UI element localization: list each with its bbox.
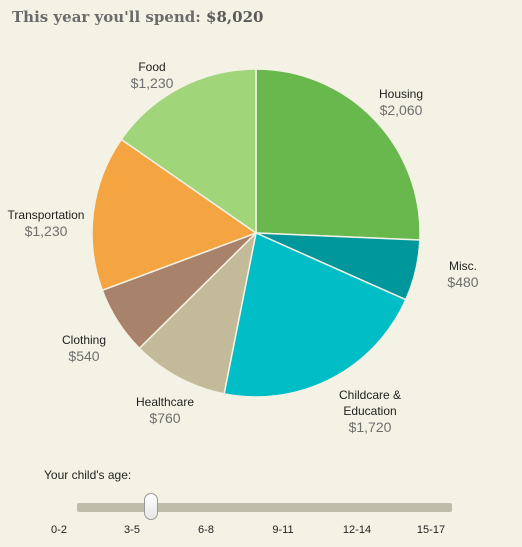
transportation-label: Transportation $1,230 xyxy=(4,207,88,239)
food-name: Food xyxy=(138,60,166,74)
pie-slice-childcare-education xyxy=(223,231,407,398)
clothing-name: Clothing xyxy=(61,333,107,347)
pie-slice-housing xyxy=(255,68,421,241)
age-tick-0-2[interactable]: 0-2 xyxy=(51,524,67,536)
misc-label: Misc. $480 xyxy=(438,258,488,290)
transportation-value: $1,230 xyxy=(24,223,68,239)
pie-slice-healthcare xyxy=(138,230,258,395)
healthcare-name: Healthcare xyxy=(135,395,195,409)
age-tick-9-11[interactable]: 9-11 xyxy=(272,524,294,536)
age-slider-track[interactable] xyxy=(77,503,452,512)
page-title: This year you'll spend: $8,020 xyxy=(12,8,263,26)
title-prefix: This year you'll spend: xyxy=(12,8,201,26)
food-value: $1,230 xyxy=(130,75,174,91)
housing-name: Housing xyxy=(378,87,424,101)
spending-pie-chart xyxy=(91,68,421,398)
housing-label: Housing $2,060 xyxy=(368,86,434,118)
age-tick-3-5[interactable]: 3-5 xyxy=(124,524,140,536)
healthcare-value: $760 xyxy=(149,410,181,426)
age-tick-6-8[interactable]: 6-8 xyxy=(198,524,214,536)
clothing-label: Clothing $540 xyxy=(54,332,114,364)
age-tick-15-17[interactable]: 15-17 xyxy=(416,524,446,536)
transportation-name: Transportation xyxy=(7,208,85,222)
housing-value: $2,060 xyxy=(379,102,423,118)
healthcare-label: Healthcare $760 xyxy=(128,394,202,426)
pie-slice-transportation xyxy=(91,138,258,292)
childcare-value: $1,720 xyxy=(348,419,392,435)
childcare-name-line2: Education xyxy=(343,404,397,418)
misc-name: Misc. xyxy=(449,259,477,273)
age-tick-12-14[interactable]: 12-14 xyxy=(342,524,372,536)
misc-value: $480 xyxy=(447,274,479,290)
title-amount: $8,020 xyxy=(206,8,264,26)
childcare-label: Childcare & Education $1,720 xyxy=(324,387,416,435)
food-label: Food $1,230 xyxy=(124,59,180,91)
age-slider-thumb[interactable] xyxy=(144,493,158,520)
childcare-name-line1: Childcare & xyxy=(338,388,402,402)
clothing-value: $540 xyxy=(68,348,100,364)
age-slider-label: Your child's age: xyxy=(44,468,132,482)
pie-slice-food xyxy=(120,68,257,235)
